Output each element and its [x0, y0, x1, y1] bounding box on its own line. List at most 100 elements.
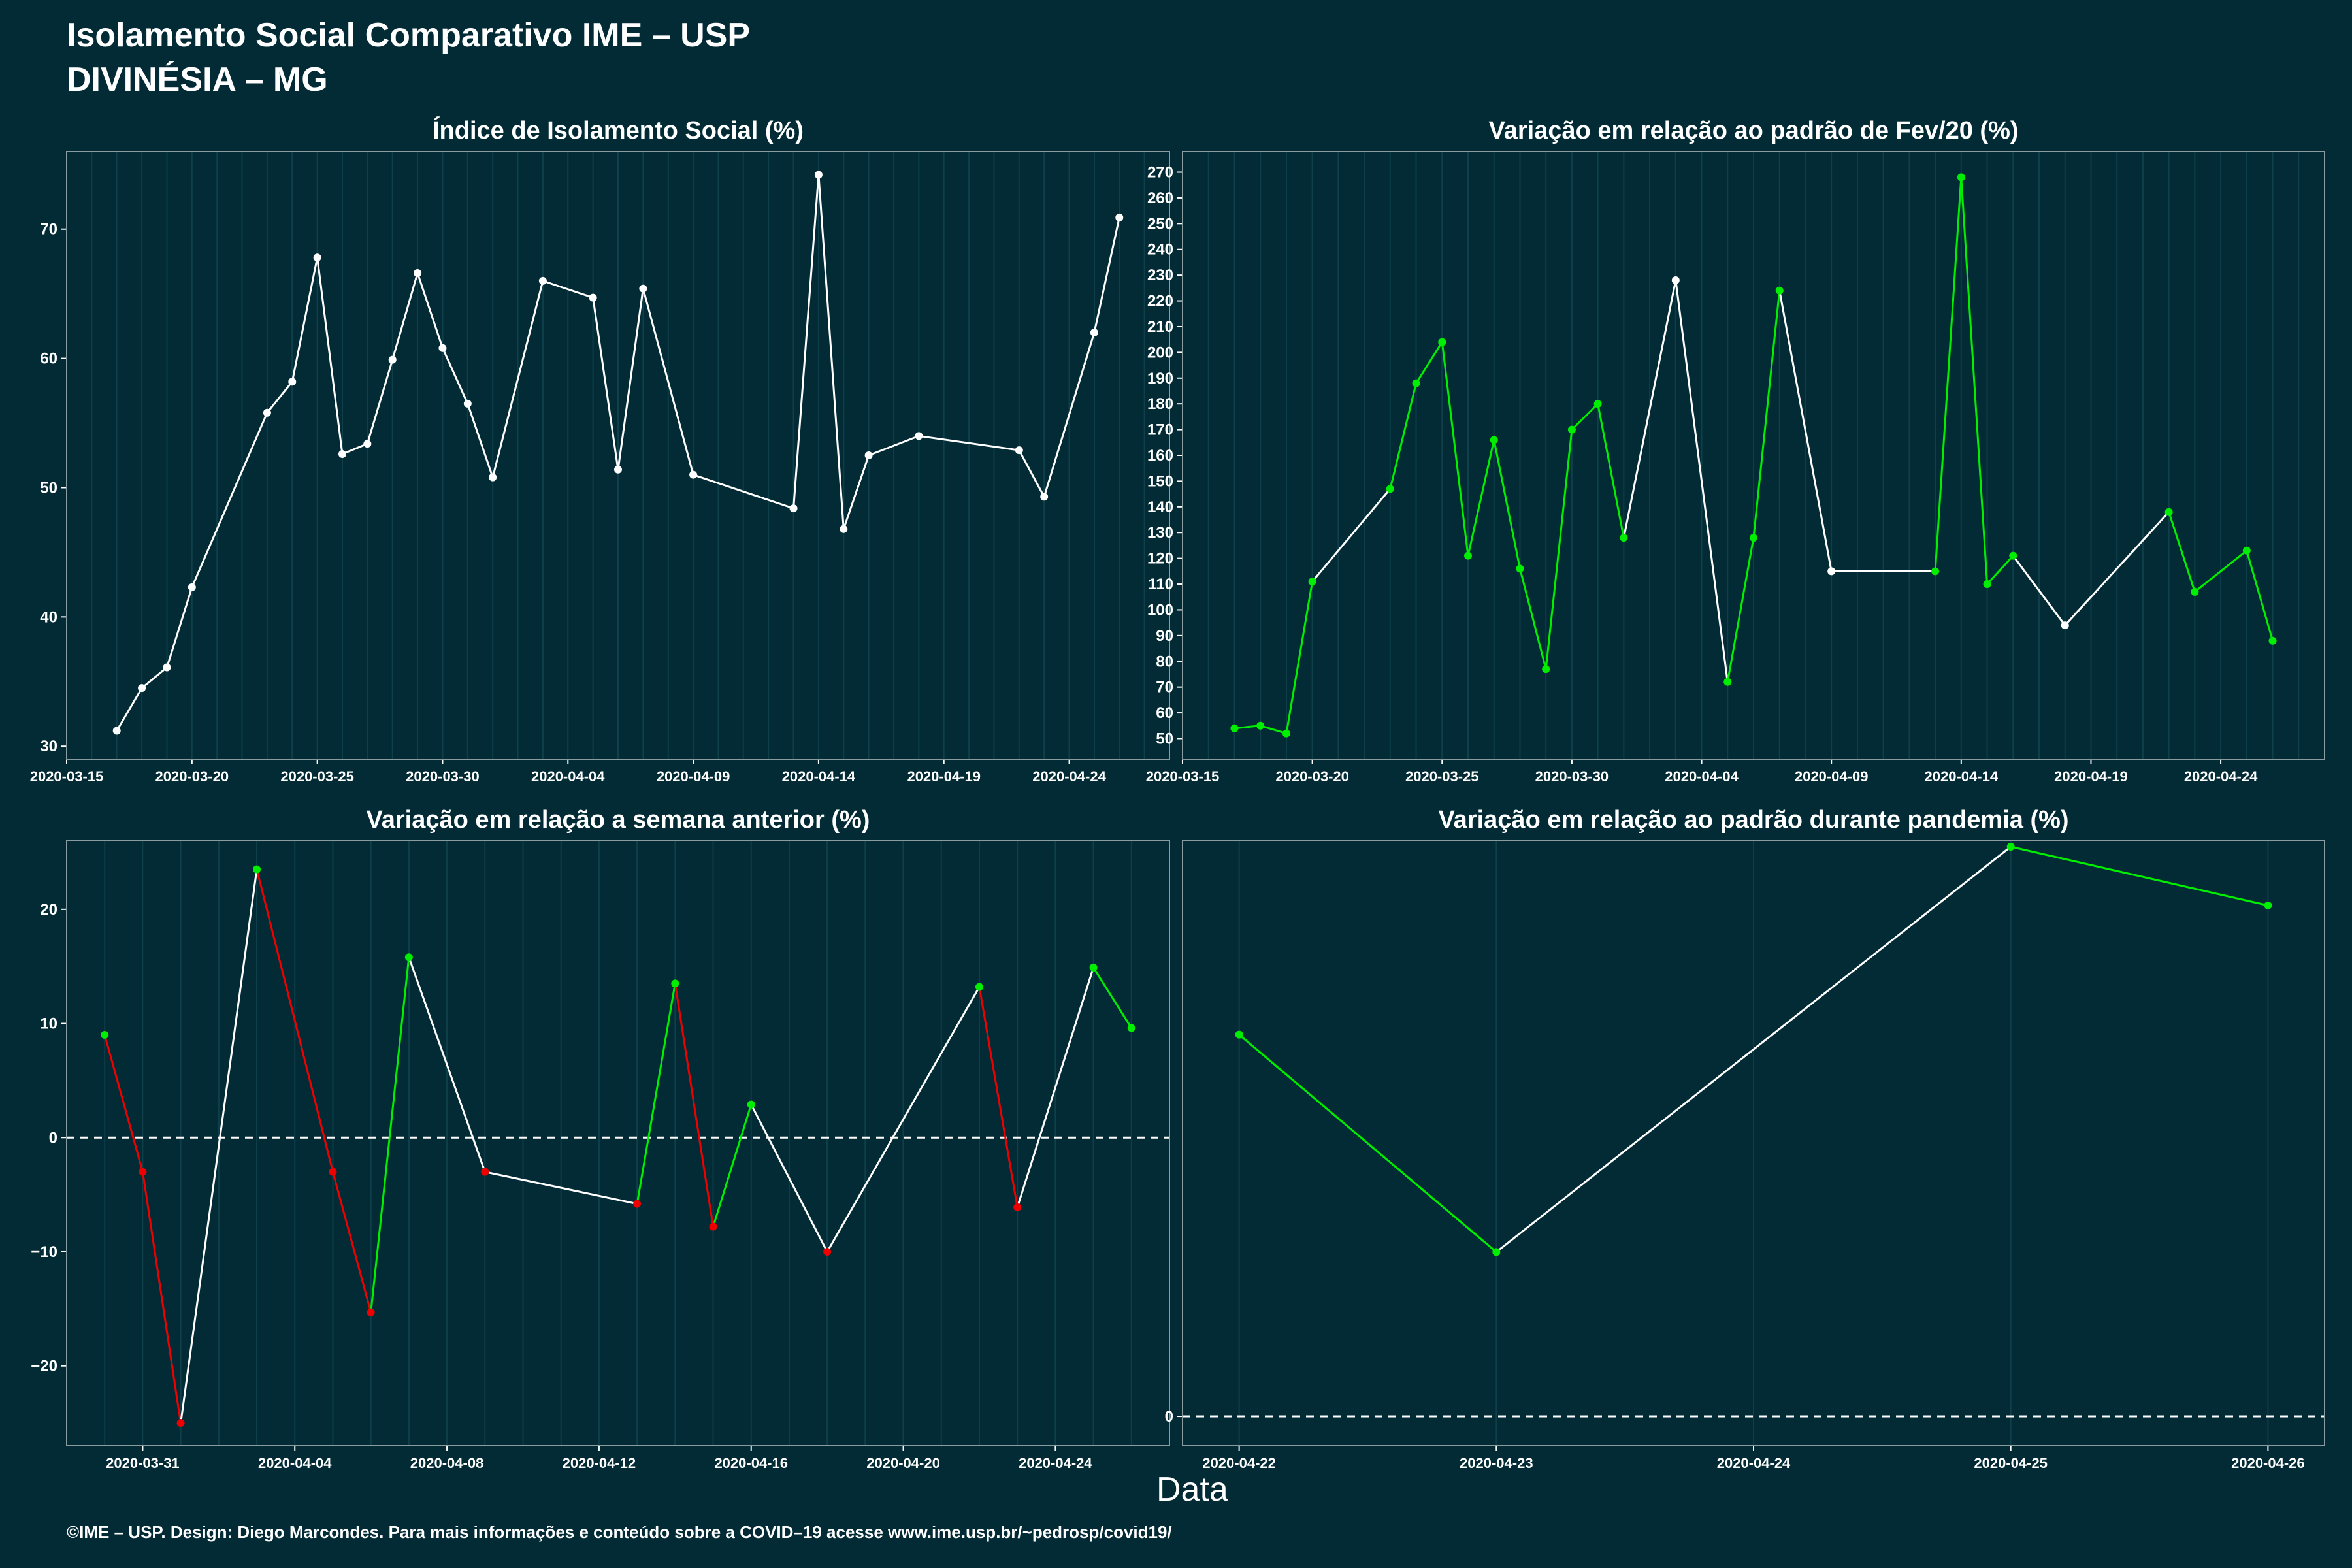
y-tick-label: 20	[40, 901, 57, 919]
y-tick-label: 90	[1156, 627, 1173, 645]
data-point	[1931, 567, 1940, 576]
data-point	[489, 473, 497, 482]
series-segment	[1016, 967, 1095, 1208]
series-segment	[1726, 537, 1755, 683]
series-segment	[978, 987, 1019, 1208]
data-point	[1230, 724, 1239, 732]
data-point	[1235, 1030, 1243, 1039]
series-segment	[2246, 550, 2274, 642]
data-point	[263, 408, 271, 417]
series-segment	[693, 474, 794, 510]
series-segment	[342, 442, 368, 455]
x-tick-label: 2020-04-24	[2184, 768, 2258, 785]
data-point	[633, 1200, 642, 1208]
series-segment	[191, 412, 269, 588]
y-tick-label: 30	[40, 738, 57, 755]
data-point	[1040, 493, 1049, 501]
series-segment	[1093, 217, 1120, 333]
data-point	[414, 269, 422, 277]
panel-border	[1182, 151, 2325, 760]
data-point	[689, 470, 698, 479]
series-segment	[255, 869, 334, 1173]
data-point	[1282, 729, 1290, 738]
x-tick-label: 2020-04-20	[866, 1455, 940, 1471]
data-point	[438, 344, 447, 352]
series-segment	[466, 403, 494, 478]
y-tick-label: 240	[1147, 241, 1173, 259]
series-segment	[868, 434, 919, 457]
data-point	[1090, 329, 1098, 337]
series-segment	[484, 1171, 638, 1205]
data-point	[1983, 580, 1991, 589]
x-tick-label: 2020-04-12	[563, 1455, 636, 1471]
data-point	[1013, 1203, 1022, 1211]
series-segment	[2012, 555, 2066, 626]
series-segment	[1415, 341, 1443, 384]
data-point	[671, 979, 679, 988]
data-point	[139, 1168, 147, 1176]
series-segment	[1260, 725, 1287, 735]
data-point	[2006, 842, 2015, 851]
data-point	[1516, 564, 1524, 573]
data-point	[709, 1222, 717, 1231]
x-tick-label: 2020-04-04	[1665, 768, 1739, 785]
chart-title: Variação em relação a semana anterior (%…	[367, 806, 870, 834]
data-point	[253, 865, 261, 874]
data-point	[814, 171, 823, 179]
y-tick-label: 270	[1147, 164, 1173, 182]
y-tick-label: 250	[1147, 215, 1173, 233]
data-point	[404, 953, 413, 962]
x-tick-label: 2020-03-25	[280, 768, 354, 785]
series-segment	[1934, 177, 1963, 572]
y-tick-label: 210	[1147, 318, 1173, 336]
series-segment	[1389, 383, 1418, 489]
data-point	[1827, 567, 1836, 576]
y-tick-label: 130	[1147, 524, 1173, 542]
series-segment	[1238, 1034, 1497, 1253]
series-segment	[617, 288, 644, 470]
chart-title: Variação em relação ao padrão de Fev/20 …	[1488, 117, 2018, 144]
page-subtitle: DIVINÉSIA – MG	[67, 61, 328, 99]
data-point	[864, 451, 873, 459]
series-segment	[316, 257, 344, 455]
data-point	[915, 432, 923, 440]
y-tick-label: 170	[1147, 421, 1173, 439]
series-segment	[636, 983, 676, 1204]
data-point	[1671, 276, 1680, 285]
series-segment	[1043, 332, 1096, 497]
series-segment	[416, 272, 444, 349]
series-segment	[712, 1104, 753, 1227]
series-segment	[141, 666, 168, 689]
y-tick-label: 60	[40, 350, 57, 368]
y-tick-label: −10	[31, 1243, 57, 1261]
series-segment	[642, 288, 694, 476]
data-point	[1492, 1248, 1501, 1256]
series-segment	[1597, 403, 1625, 538]
data-point	[1256, 721, 1265, 730]
data-point	[188, 583, 196, 591]
x-tick-label: 2020-04-08	[410, 1455, 484, 1471]
data-point	[1015, 446, 1023, 455]
data-point	[1775, 286, 1784, 295]
panel-border	[1182, 840, 2325, 1446]
data-point	[338, 450, 346, 459]
y-tick-label: 220	[1147, 293, 1173, 310]
data-point	[1750, 534, 1757, 542]
data-point	[823, 1247, 832, 1256]
y-tick-label: 190	[1147, 370, 1173, 387]
data-point	[176, 1419, 185, 1428]
data-point	[367, 1308, 375, 1316]
data-point	[463, 399, 472, 408]
y-tick-label: 160	[1147, 447, 1173, 465]
y-tick-label: 60	[1156, 704, 1173, 722]
x-tick-label: 2020-04-26	[2231, 1455, 2305, 1471]
data-point	[639, 284, 647, 293]
series-segment	[1986, 555, 2014, 585]
series-segment	[1752, 290, 1781, 538]
series-segment	[1234, 725, 1261, 730]
data-point	[101, 1031, 109, 1039]
data-point	[2191, 587, 2199, 596]
data-point	[2164, 508, 2173, 516]
series-segment	[1960, 177, 1989, 585]
